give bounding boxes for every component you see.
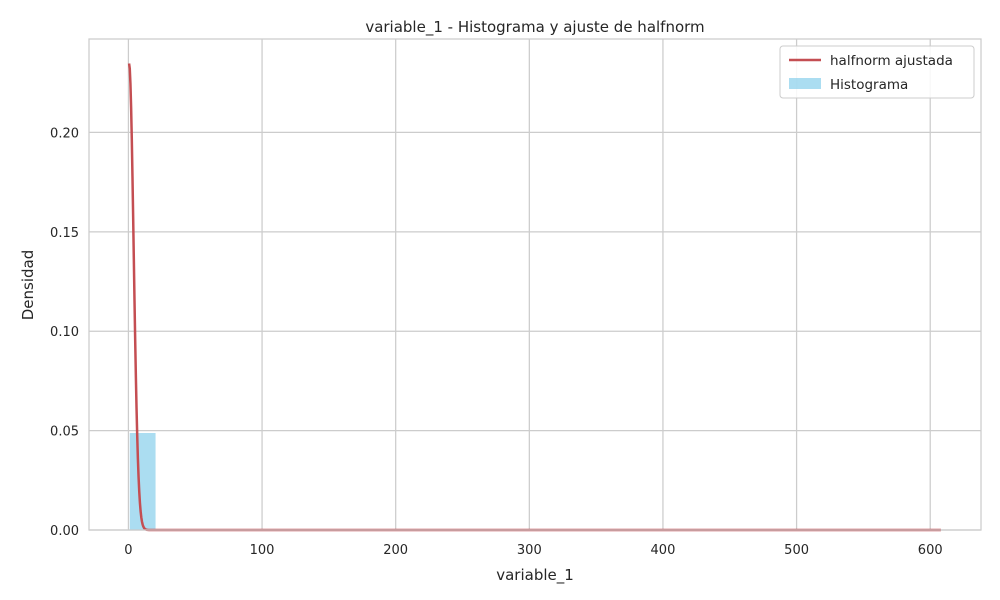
x-tick-label: 100 [250, 543, 275, 558]
x-axis-label: variable_1 [496, 566, 574, 585]
x-tick-label: 200 [383, 543, 408, 558]
plot-frame [88, 38, 982, 531]
x-tick-label: 400 [651, 543, 676, 558]
x-tick-label: 300 [517, 543, 542, 558]
y-tick-label: 0.00 [50, 524, 79, 539]
x-tick-label: 600 [918, 543, 943, 558]
x-tick-labels: 0 100 200 300 400 500 600 [124, 543, 942, 558]
legend: halfnorm ajustada Histograma [779, 45, 975, 99]
chart-title: variable_1 - Histograma y ajuste de half… [365, 18, 704, 37]
legend-fit-label: halfnorm ajustada [830, 53, 953, 69]
y-tick-label: 0.20 [50, 126, 79, 141]
y-axis-label: Densidad [19, 250, 37, 321]
y-tick-label: 0.10 [50, 325, 79, 340]
legend-histogram-swatch [789, 78, 821, 89]
y-tick-labels: 0.00 0.05 0.10 0.15 0.20 [50, 126, 79, 539]
legend-box [779, 45, 975, 99]
y-tick-label: 0.05 [50, 425, 79, 440]
x-tick-label: 0 [124, 543, 132, 558]
legend-histogram-label: Histograma [830, 77, 908, 93]
y-tick-label: 0.15 [50, 226, 79, 241]
x-tick-label: 500 [784, 543, 809, 558]
histogram-bar [129, 432, 156, 530]
